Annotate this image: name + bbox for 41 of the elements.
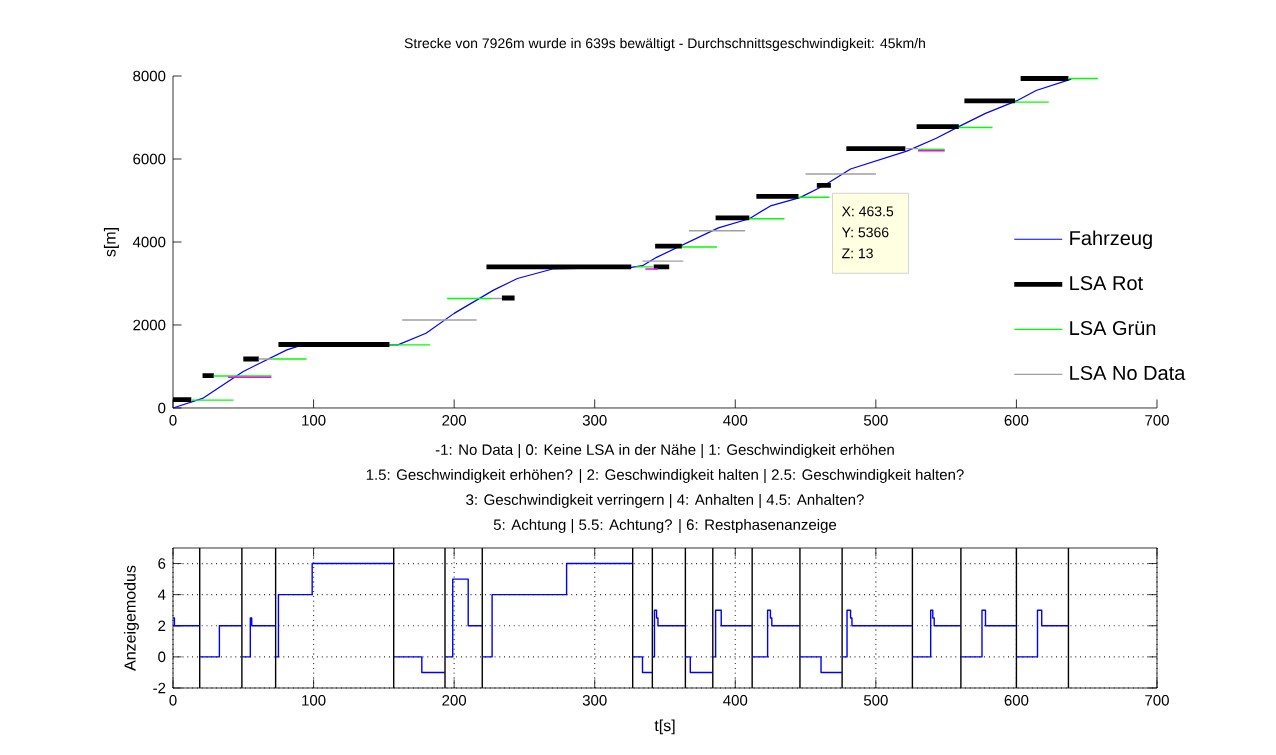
y-tick-label: 4 — [157, 589, 166, 600]
x-tick-label: 400 — [723, 415, 748, 426]
legend-label: LSA Grün — [1070, 320, 1156, 336]
text: -1: No Data | 0: Keine LSA in der Nähe | 1: Geschwindigkeit erhöhen — [435, 443, 894, 459]
y-axis-title: Anzeigemodus — [123, 565, 139, 671]
x-tick-label: 0 — [169, 415, 177, 426]
x-tick-label: 200 — [442, 695, 467, 706]
x-tick-label: 700 — [1145, 695, 1169, 706]
x-tick-label: 600 — [1004, 415, 1029, 426]
legend-label: LSA Rot — [1070, 275, 1143, 291]
annotation: Z: 13 — [842, 248, 873, 259]
x-tick-label: 500 — [863, 415, 888, 426]
y-tick-label: 0 — [158, 402, 166, 414]
y-tick-label: -2 — [153, 682, 166, 694]
x-tick-label: 500 — [863, 695, 888, 706]
x-tick-label: 300 — [582, 695, 607, 706]
text: 1.5: Geschwindigkeit erhöhen? | 2: Geschwindigkeit halten | 2.5: Geschwindigkeit halten? — [366, 468, 964, 484]
legend-label: Fahrzeug — [1070, 230, 1152, 250]
y-tick-label: 8000 — [133, 70, 166, 82]
x-tick-label: 400 — [723, 695, 748, 706]
annotation: Y: 5366 — [841, 227, 889, 238]
x-tick-label: 100 — [302, 415, 326, 426]
x-tick-label: 200 — [442, 415, 467, 426]
x-axis-title: t[s] — [654, 719, 675, 735]
x-tick-label: 100 — [302, 695, 326, 706]
legend-label: LSA No Data — [1070, 365, 1186, 381]
annotation: X: 463.5 — [841, 206, 894, 217]
text: 3: Geschwindigkeit verringern | 4: Anhalten | 4.5: Anhalten? — [466, 493, 864, 509]
y-tick-label: 4000 — [132, 236, 166, 248]
y-tick-label: 0 — [158, 651, 166, 663]
text: 5: Achtung | 5.5: Achtung? | 6: Restphasenanzeige — [493, 518, 837, 534]
x-tick-label: 0 — [169, 695, 177, 706]
x-tick-label: 600 — [1004, 695, 1029, 706]
y-tick-label: 2 — [158, 620, 166, 631]
chart-title: Strecke von 7926m wurde in 639s bewältigt - Durchschnittsgeschwindigkeit: 45km/h — [404, 37, 925, 51]
x-tick-label: 700 — [1145, 415, 1169, 426]
y-axis-title: s[m] — [103, 228, 119, 257]
y-tick-label: 6 — [158, 558, 166, 569]
y-tick-label: 6000 — [133, 153, 166, 165]
x-tick-label: 300 — [582, 415, 607, 426]
y-tick-label: 2000 — [133, 319, 166, 331]
